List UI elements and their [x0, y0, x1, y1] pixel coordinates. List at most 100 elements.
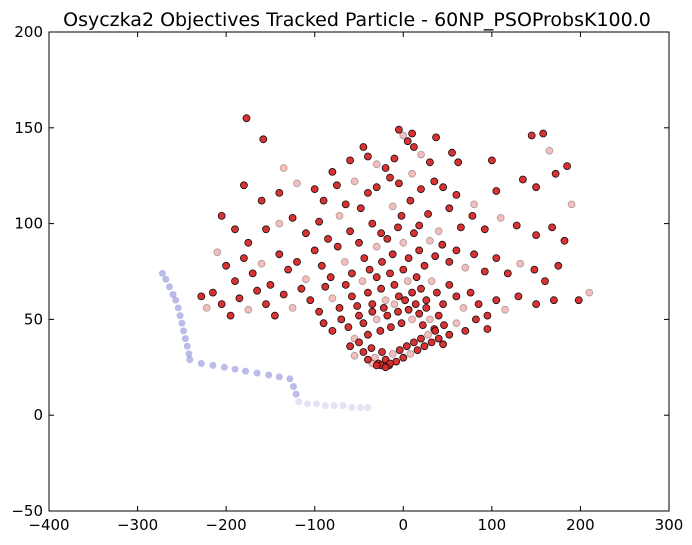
particle-point [424, 330, 433, 339]
trail-point [321, 402, 329, 410]
particle-point [470, 200, 479, 209]
particle-point [363, 355, 372, 364]
particle-point [377, 284, 386, 293]
particle-point [275, 250, 284, 259]
particle-point [315, 217, 324, 226]
particle-point [275, 219, 284, 228]
particle-point [341, 280, 350, 289]
particle-point [413, 346, 422, 355]
particle-point [461, 326, 470, 335]
particle-point [434, 227, 443, 236]
particle-point [394, 223, 402, 232]
particle-point [222, 261, 231, 270]
particle-point [445, 257, 454, 266]
particle-point [235, 294, 244, 303]
particle-point [427, 277, 436, 286]
particle-point [399, 265, 408, 274]
particle-point [239, 254, 248, 263]
trail-point [253, 369, 261, 377]
particle-point [381, 296, 390, 305]
particle-point [344, 323, 353, 332]
trail-point [181, 335, 189, 343]
particle-point [417, 334, 425, 343]
particle-point [394, 125, 403, 134]
particle-point [409, 143, 418, 151]
particle-point [231, 277, 239, 286]
particle-point [350, 177, 359, 186]
particle-point [492, 296, 501, 305]
x-tick-label: −100 [294, 516, 335, 534]
particle-point [346, 156, 355, 165]
x-tick-label: 300 [655, 516, 684, 534]
y-tick-label: 150 [14, 119, 43, 137]
x-tick-label: 200 [566, 516, 595, 534]
particle-point [346, 342, 355, 351]
particle-point [301, 275, 310, 284]
particle-point [359, 319, 368, 328]
particle-point [388, 349, 397, 358]
particle-point [456, 223, 465, 232]
trail-point [339, 402, 347, 410]
particle-point [483, 325, 492, 333]
particle-point [372, 361, 381, 370]
particle-point [310, 246, 319, 255]
particle-point [319, 196, 328, 205]
particle-point [368, 307, 377, 316]
particle-point [353, 302, 362, 310]
trail-point [180, 327, 188, 335]
particle-point [406, 349, 415, 358]
particle-point [394, 292, 403, 301]
particle-point [383, 234, 392, 243]
particle-point [231, 225, 239, 234]
trail-point [357, 404, 365, 411]
tracked-particle-trail [158, 269, 372, 411]
particle-point [363, 152, 372, 161]
particle-point [492, 254, 501, 263]
plot-area-background [49, 32, 669, 511]
particle-point [434, 334, 443, 343]
particle-point [332, 181, 341, 190]
particle-point [257, 196, 266, 205]
particle-point [324, 234, 332, 243]
particle-point [197, 292, 206, 301]
particle-point [496, 213, 505, 222]
particle-point [548, 223, 556, 232]
particle-point [202, 303, 211, 312]
particle-point [363, 288, 372, 297]
particle-point [527, 131, 536, 140]
particle-point [213, 248, 222, 257]
particle-point [270, 311, 279, 320]
particle-point [399, 353, 408, 362]
particle-point [310, 185, 319, 194]
particle-point [377, 229, 386, 238]
particle-point [412, 273, 421, 282]
particle-point [363, 188, 372, 197]
particle-point [425, 236, 434, 245]
particle-point [381, 363, 390, 372]
particle-point [337, 315, 346, 324]
particle-point [341, 200, 350, 209]
particle-point [501, 305, 510, 314]
particle-point [514, 292, 523, 301]
particle-point [379, 303, 388, 312]
particle-point [532, 231, 540, 240]
x-tick-label: 0 [399, 516, 409, 534]
y-tick-label: 100 [14, 215, 43, 233]
particle-point [262, 225, 270, 234]
particle-point [248, 269, 257, 278]
particle-point [545, 146, 554, 155]
particle-point [242, 114, 251, 123]
particle-point [402, 342, 411, 351]
particle-point [394, 179, 403, 188]
particle-point [415, 221, 424, 230]
particle-point [372, 315, 381, 324]
particle-point [563, 162, 571, 171]
particle-point [293, 179, 301, 188]
particle-point [408, 129, 417, 138]
x-tick-label: −400 [28, 516, 69, 534]
y-tick-label: 0 [33, 406, 43, 424]
particle-point [347, 292, 356, 301]
particle-point [418, 321, 427, 330]
plot-frame [48, 31, 670, 512]
particle-point [470, 250, 479, 259]
